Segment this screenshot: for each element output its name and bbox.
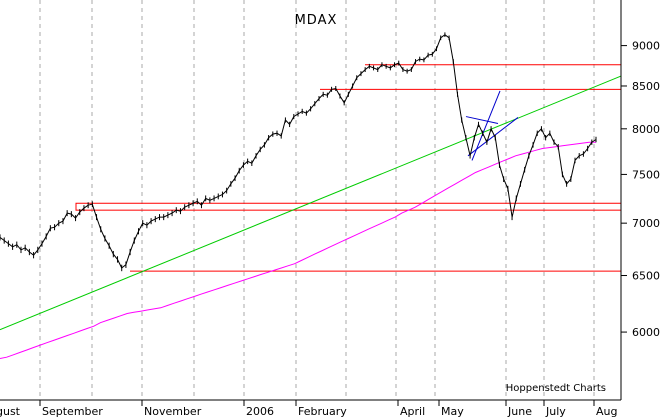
y-tick-label: 9000	[632, 40, 660, 53]
price-layer	[0, 32, 597, 272]
y-tick-label: 8000	[632, 123, 660, 136]
x-tick-label: May	[441, 405, 464, 418]
x-tick-label: April	[400, 405, 425, 418]
x-tick-label: July	[545, 405, 566, 418]
chart-title: MDAX	[295, 13, 338, 28]
x-tick-label: 2006	[246, 405, 274, 418]
moving-average-line	[0, 141, 596, 359]
triangle-cross-line	[465, 116, 499, 125]
x-tick-label: November	[144, 405, 202, 418]
x-tick-label: gust	[0, 405, 21, 418]
x-tick-label: September	[42, 405, 103, 418]
y-tick-label: 7000	[632, 217, 660, 230]
y-tick-label: 6500	[632, 270, 660, 283]
axis-layer	[0, 0, 622, 401]
lines-layer	[0, 75, 622, 359]
x-tick-layer: gust September November 2006 February April Ma…	[0, 400, 617, 418]
price-line	[0, 34, 597, 269]
y-tick-label: 7500	[632, 168, 660, 181]
grid-layer	[39, 0, 595, 400]
chart-credit: Hoppenstedt Charts	[506, 383, 606, 394]
x-tick-label: June	[507, 405, 532, 418]
y-tick-layer: 9000 8500 8000 7500 7000 6500 6000	[621, 40, 660, 339]
triangle-lower-line	[467, 117, 519, 157]
y-tick-label: 6000	[632, 326, 660, 339]
x-tick-label: February	[298, 405, 347, 418]
x-tick-label: Aug	[596, 405, 617, 418]
y-tick-label: 8500	[632, 80, 660, 93]
